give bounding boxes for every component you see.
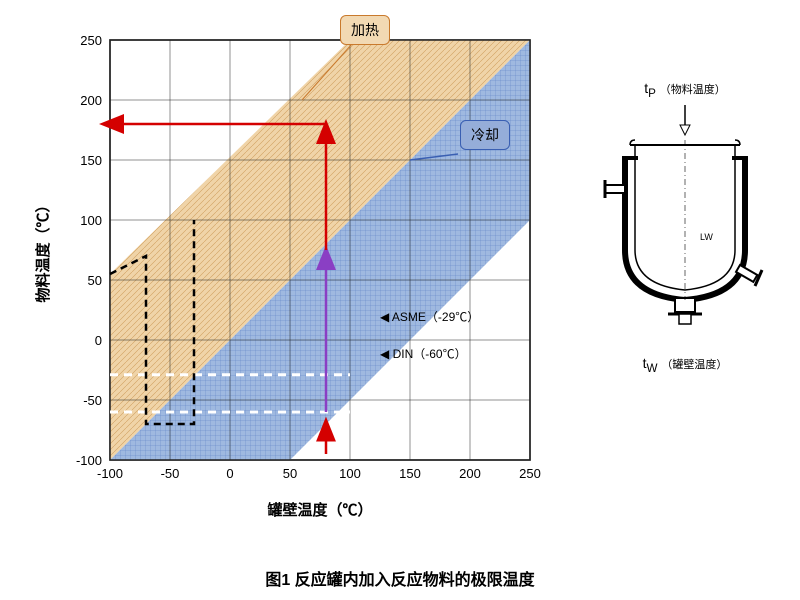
din-label: ◀ DIN（-60℃）: [380, 345, 467, 362]
svg-text:150: 150: [399, 466, 421, 481]
vessel-svg: LW: [580, 100, 790, 340]
asme-label: ◀ ASME（-29℃）: [380, 308, 479, 325]
svg-text:-100: -100: [76, 453, 102, 468]
svg-text:250: 250: [80, 33, 102, 48]
heat-callout: 加热: [340, 15, 390, 45]
svg-text:100: 100: [339, 466, 361, 481]
cool-callout: 冷却: [460, 120, 510, 150]
svg-text:200: 200: [80, 93, 102, 108]
svg-text:物料温度（℃）: 物料温度（℃）: [34, 197, 52, 302]
svg-text:-50: -50: [83, 393, 102, 408]
svg-text:50: 50: [283, 466, 297, 481]
svg-text:50: 50: [88, 273, 102, 288]
svg-text:LW: LW: [700, 232, 713, 242]
svg-text:0: 0: [95, 333, 102, 348]
chart-svg: -100 -50 0 50 100 150 200 250 -100 -50 0 50 100 150 20…: [30, 20, 550, 530]
vessel-diagram: tP （物料温度） LW tW （罐壁温度）: [580, 80, 790, 430]
figure-caption: 图1 反应罐内加入反应物料的极限温度: [265, 566, 534, 590]
svg-text:-100: -100: [97, 466, 123, 481]
svg-text:-50: -50: [161, 466, 180, 481]
tp-label: tP （物料温度）: [580, 80, 790, 100]
svg-text:0: 0: [226, 466, 233, 481]
svg-text:250: 250: [519, 466, 541, 481]
svg-text:200: 200: [459, 466, 481, 481]
chart: -100 -50 0 50 100 150 200 250 -100 -50 0 50 100 150 20…: [30, 20, 550, 530]
svg-text:100: 100: [80, 213, 102, 228]
svg-text:罐壁温度（℃）: 罐壁温度（℃）: [266, 501, 372, 519]
tw-label: tW （罐壁温度）: [580, 355, 790, 375]
svg-text:150: 150: [80, 153, 102, 168]
